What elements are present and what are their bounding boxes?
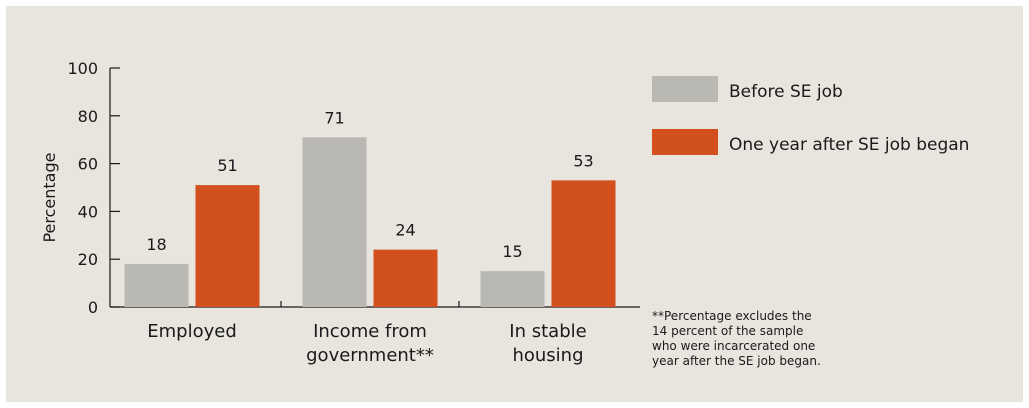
bar-before-2 xyxy=(480,271,545,307)
legend-swatch xyxy=(652,129,718,155)
data-label: 71 xyxy=(324,108,344,127)
y-tick-label: 80 xyxy=(78,107,98,126)
footnote-line: year after the SE job began. xyxy=(652,354,821,368)
category-label: Employed xyxy=(147,321,237,342)
y-tick-label: 40 xyxy=(78,202,98,221)
bar-after-0 xyxy=(195,185,260,307)
y-tick-label: 100 xyxy=(67,59,98,78)
chart-panel xyxy=(6,6,1023,402)
footnote-line: who were incarcerated one xyxy=(652,339,815,353)
bar-before-0 xyxy=(124,263,189,307)
bar-before-1 xyxy=(302,137,367,307)
data-label: 24 xyxy=(395,221,415,240)
category-label: housing xyxy=(512,345,583,366)
legend-label: One year after SE job began xyxy=(729,135,969,155)
bar-after-1 xyxy=(373,249,438,307)
data-label: 15 xyxy=(502,242,522,261)
category-label: government** xyxy=(306,345,434,366)
category-label: In stable xyxy=(509,321,586,342)
data-label: 18 xyxy=(146,235,166,254)
category-label: Income from xyxy=(313,321,427,342)
data-label: 53 xyxy=(573,151,593,170)
y-tick-label: 0 xyxy=(88,298,98,317)
y-tick-label: 60 xyxy=(78,155,98,174)
legend-label: Before SE job xyxy=(729,82,843,102)
y-tick-label: 20 xyxy=(78,250,98,269)
legend-swatch xyxy=(652,76,718,102)
footnote-line: **Percentage excludes the xyxy=(652,309,812,323)
bar-after-2 xyxy=(551,180,616,307)
y-axis-title: Percentage xyxy=(40,152,59,242)
footnote-line: 14 percent of the sample xyxy=(652,324,803,338)
data-label: 51 xyxy=(217,156,237,175)
